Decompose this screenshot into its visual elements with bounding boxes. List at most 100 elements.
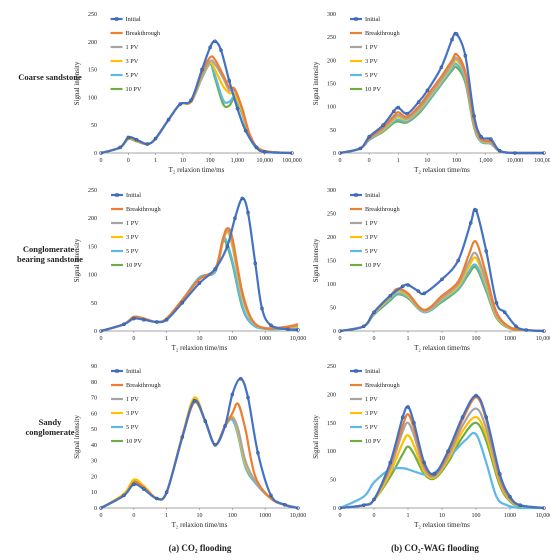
data-point	[290, 151, 294, 155]
series-initial	[99, 39, 294, 155]
y-tick-label: 20	[91, 474, 97, 480]
data-point	[446, 449, 450, 454]
data-point	[132, 482, 136, 487]
legend-label: 1 PV	[365, 220, 378, 227]
x-tick-label: 10	[197, 513, 203, 519]
legend: Initial Breakthrough 1 PV 3 PV 5 PV 10 PV	[111, 368, 161, 445]
y-tick-label: 80	[91, 380, 97, 386]
x-tick-label: 10,000	[536, 513, 550, 519]
legend-label: 10 PV	[126, 86, 142, 93]
legend-label: 3 PV	[365, 410, 378, 417]
x-tick-label: 100	[228, 336, 237, 342]
data-point	[542, 151, 546, 155]
y-tick-label: 250	[327, 35, 336, 41]
x-tick-label: 0	[132, 513, 135, 519]
row-label-line: Coarse sandstone	[18, 72, 82, 82]
data-point	[361, 324, 366, 329]
data-point	[122, 322, 126, 327]
x-tick-label: 10,000	[290, 336, 307, 342]
series-line	[339, 207, 545, 333]
x-tick-label: 10,000	[256, 158, 273, 164]
data-point	[99, 151, 103, 155]
x-tick-label: 1	[154, 158, 157, 164]
data-point	[153, 136, 158, 141]
legend-label: 5 PV	[365, 424, 378, 431]
x-tick-label: 1	[165, 336, 168, 342]
legend-label: 3 PV	[126, 234, 139, 241]
data-point	[189, 98, 193, 102]
data-point	[269, 323, 273, 328]
y-tick-label: 0	[333, 151, 336, 157]
legend-label: Initial	[365, 16, 380, 23]
legend-marker	[114, 368, 120, 374]
legend-label: Initial	[126, 368, 141, 375]
series-line	[100, 40, 293, 155]
data-point	[219, 48, 223, 52]
data-point	[338, 506, 342, 510]
data-point	[456, 258, 461, 263]
x-tick-label: 100	[452, 158, 461, 164]
data-point	[178, 102, 183, 106]
legend: Initial Breakthrough 1 PV 3 PV 5 PV 10 PV	[110, 16, 161, 93]
y-tick-label: 90	[91, 364, 97, 370]
data-point	[203, 419, 208, 424]
y-tick-label: 0	[94, 151, 97, 157]
data-point	[269, 493, 273, 498]
x-tick-label: 1	[165, 513, 168, 519]
y-tick-label: 300	[327, 12, 336, 18]
data-point	[154, 320, 159, 324]
y-tick-label: 30	[91, 459, 97, 465]
y-tick-label: 100	[327, 105, 336, 111]
data-point	[213, 267, 217, 271]
data-point	[358, 146, 363, 151]
data-point	[518, 503, 523, 507]
data-point	[416, 289, 421, 293]
y-tick-label: 50	[330, 478, 336, 484]
x-tick-label: 1,000	[479, 158, 493, 164]
data-point	[296, 506, 300, 510]
data-point	[479, 134, 484, 139]
data-point	[145, 142, 150, 146]
data-point	[406, 405, 410, 409]
legend-label: 10 PV	[365, 438, 381, 445]
y-axis-label: Signal intensity	[312, 415, 320, 459]
data-point	[200, 67, 204, 72]
y-tick-label: 50	[91, 427, 97, 433]
data-point	[213, 39, 217, 44]
series-initial	[338, 393, 546, 510]
y-tick-label: 200	[88, 216, 97, 222]
x-tick-label: 10,000	[290, 513, 307, 519]
y-tick-label: 50	[91, 123, 97, 129]
legend-label: 5 PV	[126, 248, 139, 255]
data-point	[296, 328, 300, 332]
y-tick-label: 50	[330, 306, 336, 312]
row-label-conglomerate-bearing-sandstone: Conglomerate-bearing sandstone	[17, 244, 83, 264]
data-point	[400, 415, 405, 419]
series-initial	[338, 207, 546, 333]
series-line	[100, 229, 299, 333]
data-point	[484, 415, 489, 419]
series-initial	[99, 196, 300, 333]
x-tick-label: 10,000	[507, 158, 524, 164]
data-point	[262, 150, 267, 154]
x-tick-label: 1000	[259, 336, 271, 342]
legend-label: 3 PV	[126, 410, 139, 417]
legend-label: Breakthrough	[126, 382, 161, 389]
data-point	[474, 393, 478, 398]
legend-label: 1 PV	[365, 396, 378, 403]
y-tick-label: 100	[88, 95, 97, 101]
data-point	[494, 300, 499, 305]
legend-marker	[114, 16, 119, 22]
y-axis-label: Signal intensity	[73, 415, 81, 459]
row-label-line: Conglomerate-	[23, 244, 77, 254]
caption-co2-flooding: (a) CO₂ flooding	[169, 543, 232, 553]
legend-label: 10 PV	[126, 262, 142, 269]
data-point	[361, 503, 366, 507]
data-point	[164, 490, 169, 495]
data-point	[412, 420, 416, 425]
